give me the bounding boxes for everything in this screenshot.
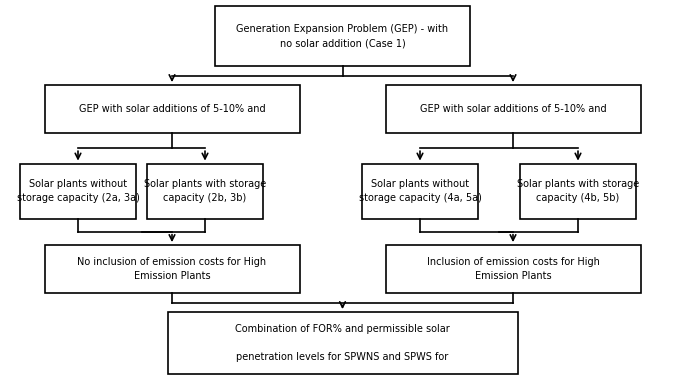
Text: No inclusion of emission costs for High
Emission Plants: No inclusion of emission costs for High … (77, 257, 266, 281)
FancyBboxPatch shape (386, 245, 640, 293)
Text: Solar plants without
storage capacity (4a, 5a): Solar plants without storage capacity (4… (358, 179, 482, 203)
FancyBboxPatch shape (362, 163, 478, 218)
FancyBboxPatch shape (45, 245, 299, 293)
Text: Generation Expansion Problem (GEP) - with
no solar addition (Case 1): Generation Expansion Problem (GEP) - wit… (236, 24, 449, 48)
FancyBboxPatch shape (520, 163, 636, 218)
Text: Combination of FOR% and permissible solar

penetration levels for SPWNS and SPWS: Combination of FOR% and permissible sola… (235, 324, 450, 362)
FancyBboxPatch shape (168, 312, 517, 374)
Text: GEP with solar additions of 5-10% and: GEP with solar additions of 5-10% and (79, 104, 265, 114)
Text: GEP with solar additions of 5-10% and: GEP with solar additions of 5-10% and (420, 104, 606, 114)
FancyBboxPatch shape (45, 85, 299, 133)
FancyBboxPatch shape (20, 163, 136, 218)
Text: Solar plants with storage
capacity (4b, 5b): Solar plants with storage capacity (4b, … (517, 179, 639, 203)
Text: Solar plants with storage
capacity (2b, 3b): Solar plants with storage capacity (2b, … (144, 179, 266, 203)
Text: Inclusion of emission costs for High
Emission Plants: Inclusion of emission costs for High Emi… (427, 257, 599, 281)
FancyBboxPatch shape (147, 163, 263, 218)
Text: Solar plants without
storage capacity (2a, 3a): Solar plants without storage capacity (2… (16, 179, 140, 203)
FancyBboxPatch shape (386, 85, 640, 133)
FancyBboxPatch shape (215, 6, 470, 66)
